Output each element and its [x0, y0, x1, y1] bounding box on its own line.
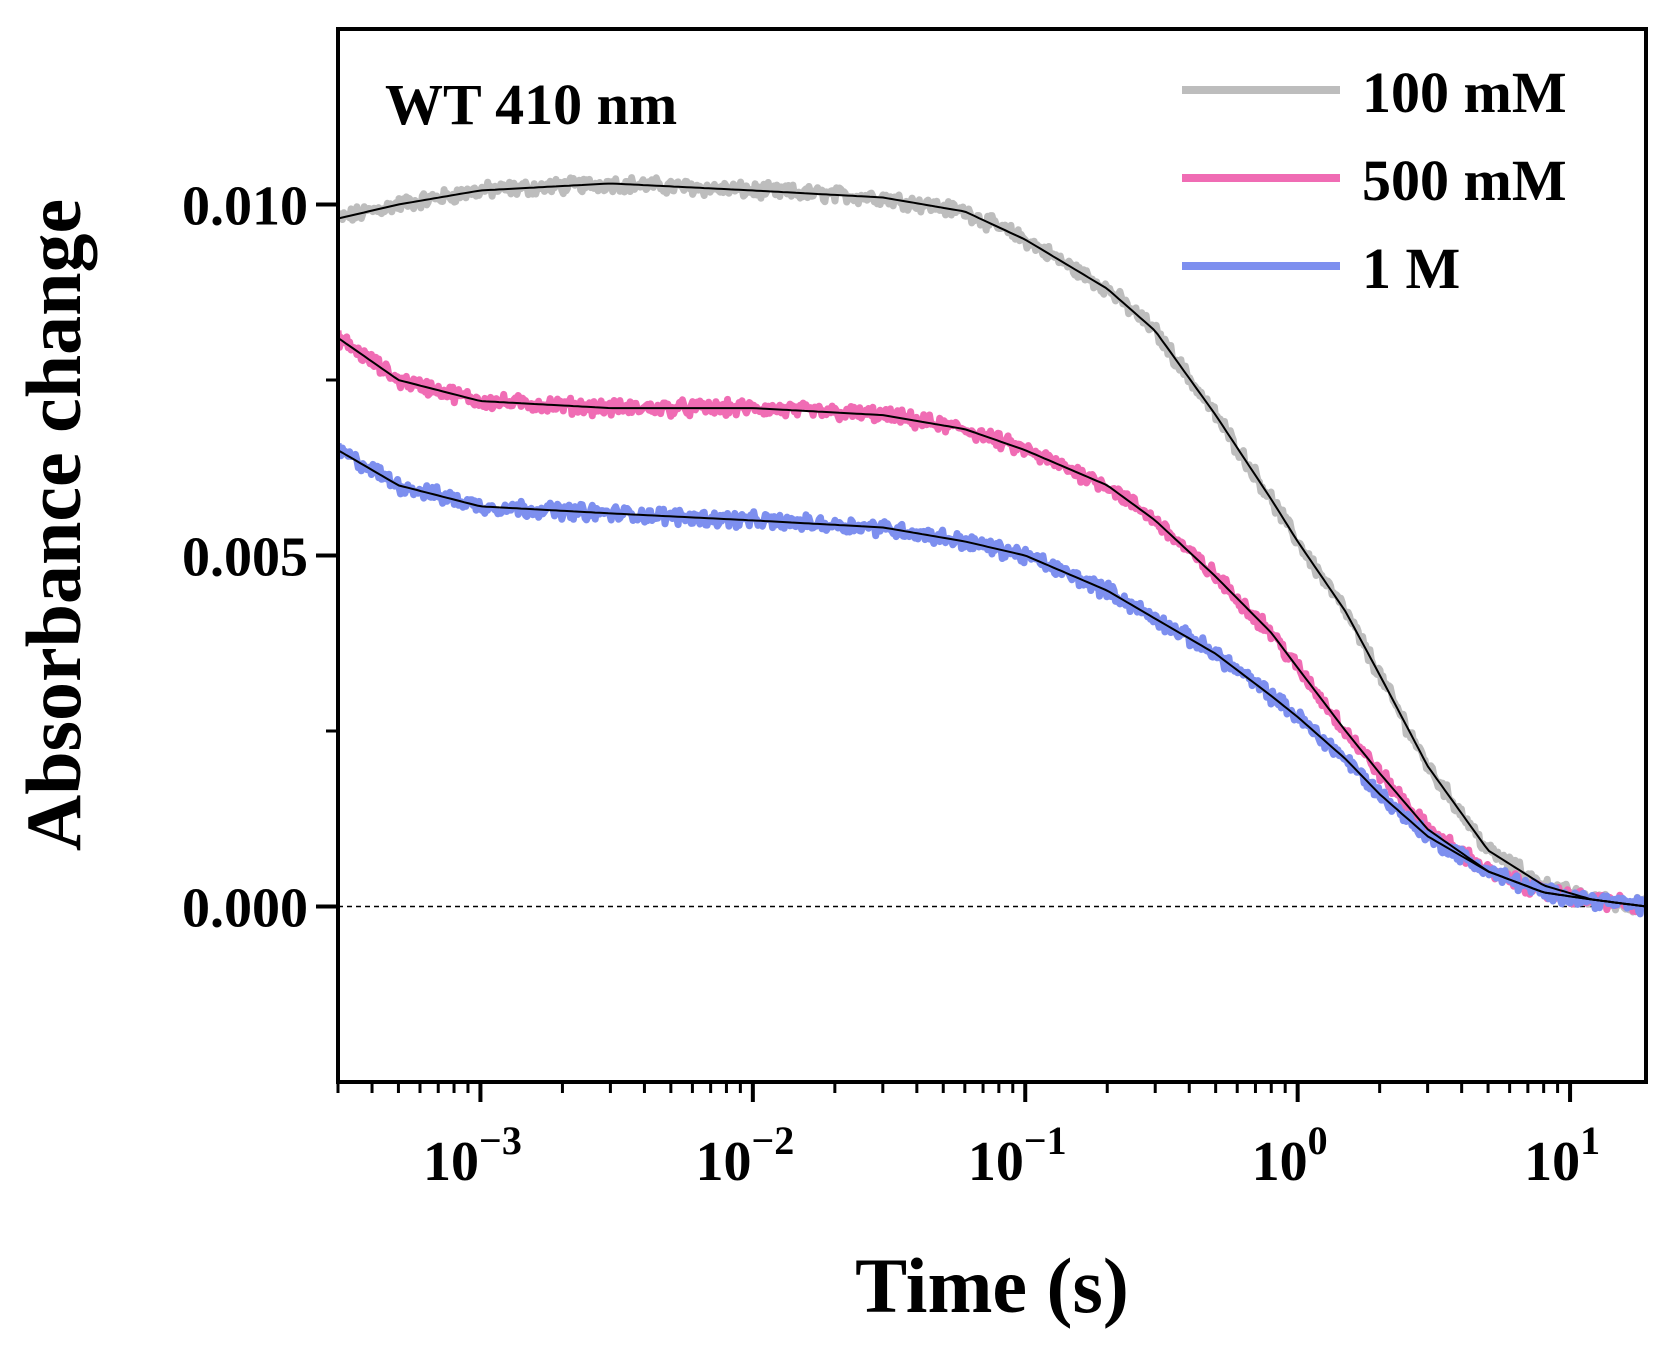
series-500-mm-trace	[338, 330, 1646, 916]
legend-label-100-mm: 100 mM	[1362, 60, 1567, 125]
legend-label-500-mm: 500 mM	[1362, 148, 1567, 213]
series-100-mm-fit	[338, 182, 1646, 908]
annotation-label: WT 410 nm	[385, 72, 677, 137]
series-500-mm-fit	[338, 337, 1646, 908]
x-tick-label: 100	[1252, 1118, 1328, 1193]
x-tick-label: 10−2	[695, 1118, 794, 1193]
legend-label-1-m: 1 M	[1362, 236, 1460, 301]
series-1-m-fit	[338, 449, 1646, 908]
y-axis-title: Absorbance change	[10, 199, 97, 851]
y-tick-label: 0.010	[182, 176, 308, 238]
series-100-mm-trace	[338, 174, 1646, 916]
x-tick-label: 10−3	[423, 1118, 522, 1193]
legend: 100 mM 500 mM 1 M	[1182, 60, 1567, 301]
x-tick-label: 101	[1524, 1118, 1600, 1193]
y-tick-label: 0.005	[182, 527, 308, 589]
x-axis-title: Time (s)	[855, 1242, 1129, 1329]
x-tick-label: 10−1	[968, 1118, 1067, 1193]
y-tick-label: 0.000	[182, 878, 308, 940]
